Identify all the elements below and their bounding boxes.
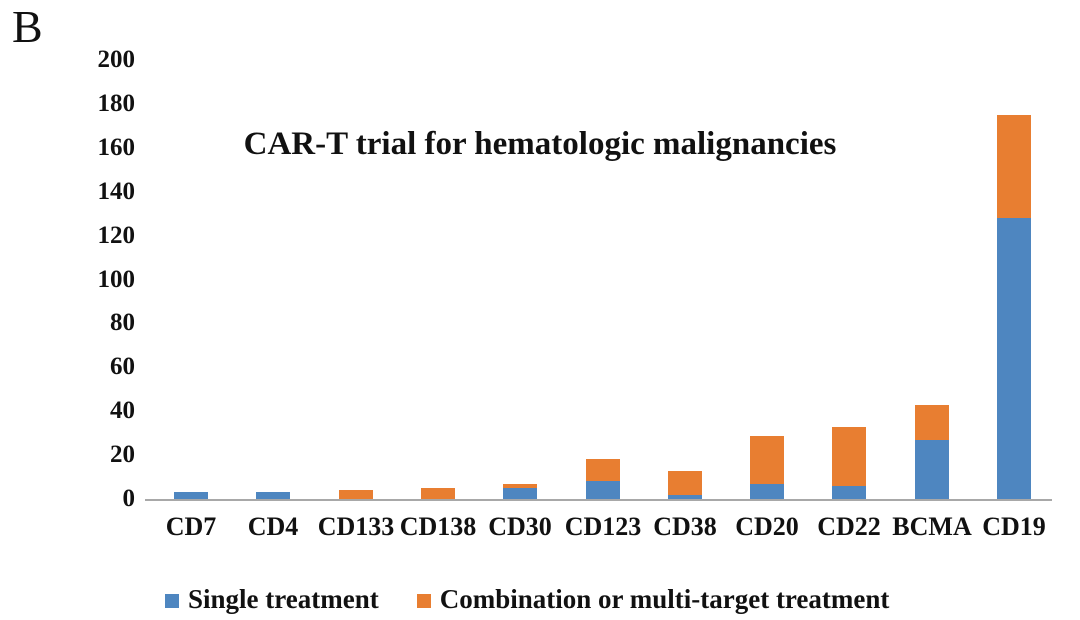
panel-label: B [12,1,43,52]
y-tick-label: 160 [97,134,136,161]
bar-bcma [915,405,949,499]
bar-cd20 [750,436,784,499]
y-tick-label: 40 [110,397,135,424]
x-axis-label-cd133: CD133 [317,512,395,541]
y-tick-label: 0 [122,485,136,512]
bar-cd4 [256,492,290,499]
bar-segment-single [668,495,702,499]
bar-cd123 [586,459,620,499]
bar-segment-single [915,440,949,499]
bar-segment-single [750,484,784,499]
x-axis-label-cd38: CD38 [653,512,717,541]
x-axis-label-cd7: CD7 [165,512,217,541]
bar-segment-combination [421,488,455,499]
y-tick-label: 200 [97,46,136,73]
y-tick-label: 140 [97,178,136,205]
bar-cd19 [997,115,1031,499]
x-axis-label-cd123: CD123 [564,512,642,541]
bar-segment-combination [832,427,866,486]
chart-title: CAR-T trial for hematologic malignancies [243,126,837,162]
x-axis-label-cd20: CD20 [735,512,799,541]
x-axis-label-cd4: CD4 [247,512,299,541]
bar-cd30 [503,484,537,499]
bar-segment-combination [668,471,702,495]
legend-item-combination-treatment: Combination or multi-target treatment [416,584,890,615]
bar-segment-combination [750,436,784,484]
bar-segment-single [997,218,1031,499]
legend-label-combination-treatment: Combination or multi-target treatment [439,584,890,614]
legend-item-single-treatment: Single treatment [165,584,379,615]
y-tick-label: 20 [110,441,135,468]
bar-cd138 [421,488,455,499]
y-tick-label: 180 [97,90,136,117]
x-axis-label-bcma: BCMA [892,512,972,541]
bar-segment-single [503,488,537,499]
x-axis-label-cd138: CD138 [399,512,477,541]
bar-cd38 [668,471,702,499]
y-tick-label: 80 [110,309,135,336]
bar-segment-single [256,492,290,499]
bar-segment-single [174,492,208,499]
bar-segment-combination [586,459,620,481]
y-tick-label: 60 [110,353,135,380]
bar-cd7 [174,492,208,499]
bar-cd133 [339,490,373,499]
y-tick-label: 120 [97,222,136,249]
bar-segment-combination [339,490,373,499]
bar-segment-combination [915,405,949,440]
bar-segment-combination [503,484,537,488]
legend-label-single-treatment: Single treatment [188,584,379,614]
bar-segment-single [832,486,866,499]
x-axis-label-cd30: CD30 [488,512,552,541]
x-axis-label-cd22: CD22 [817,512,881,541]
x-axis-line [145,499,1052,501]
bar-segment-single [586,481,620,499]
legend-swatch-combination-treatment [416,594,431,608]
bar-cd22 [832,427,866,499]
legend: Single treatment Combination or multi-ta… [165,584,889,615]
y-tick-label: 100 [97,266,136,293]
legend-swatch-single-treatment [165,594,179,608]
bar-segment-combination [997,115,1031,218]
x-axis-label-cd19: CD19 [982,512,1046,541]
